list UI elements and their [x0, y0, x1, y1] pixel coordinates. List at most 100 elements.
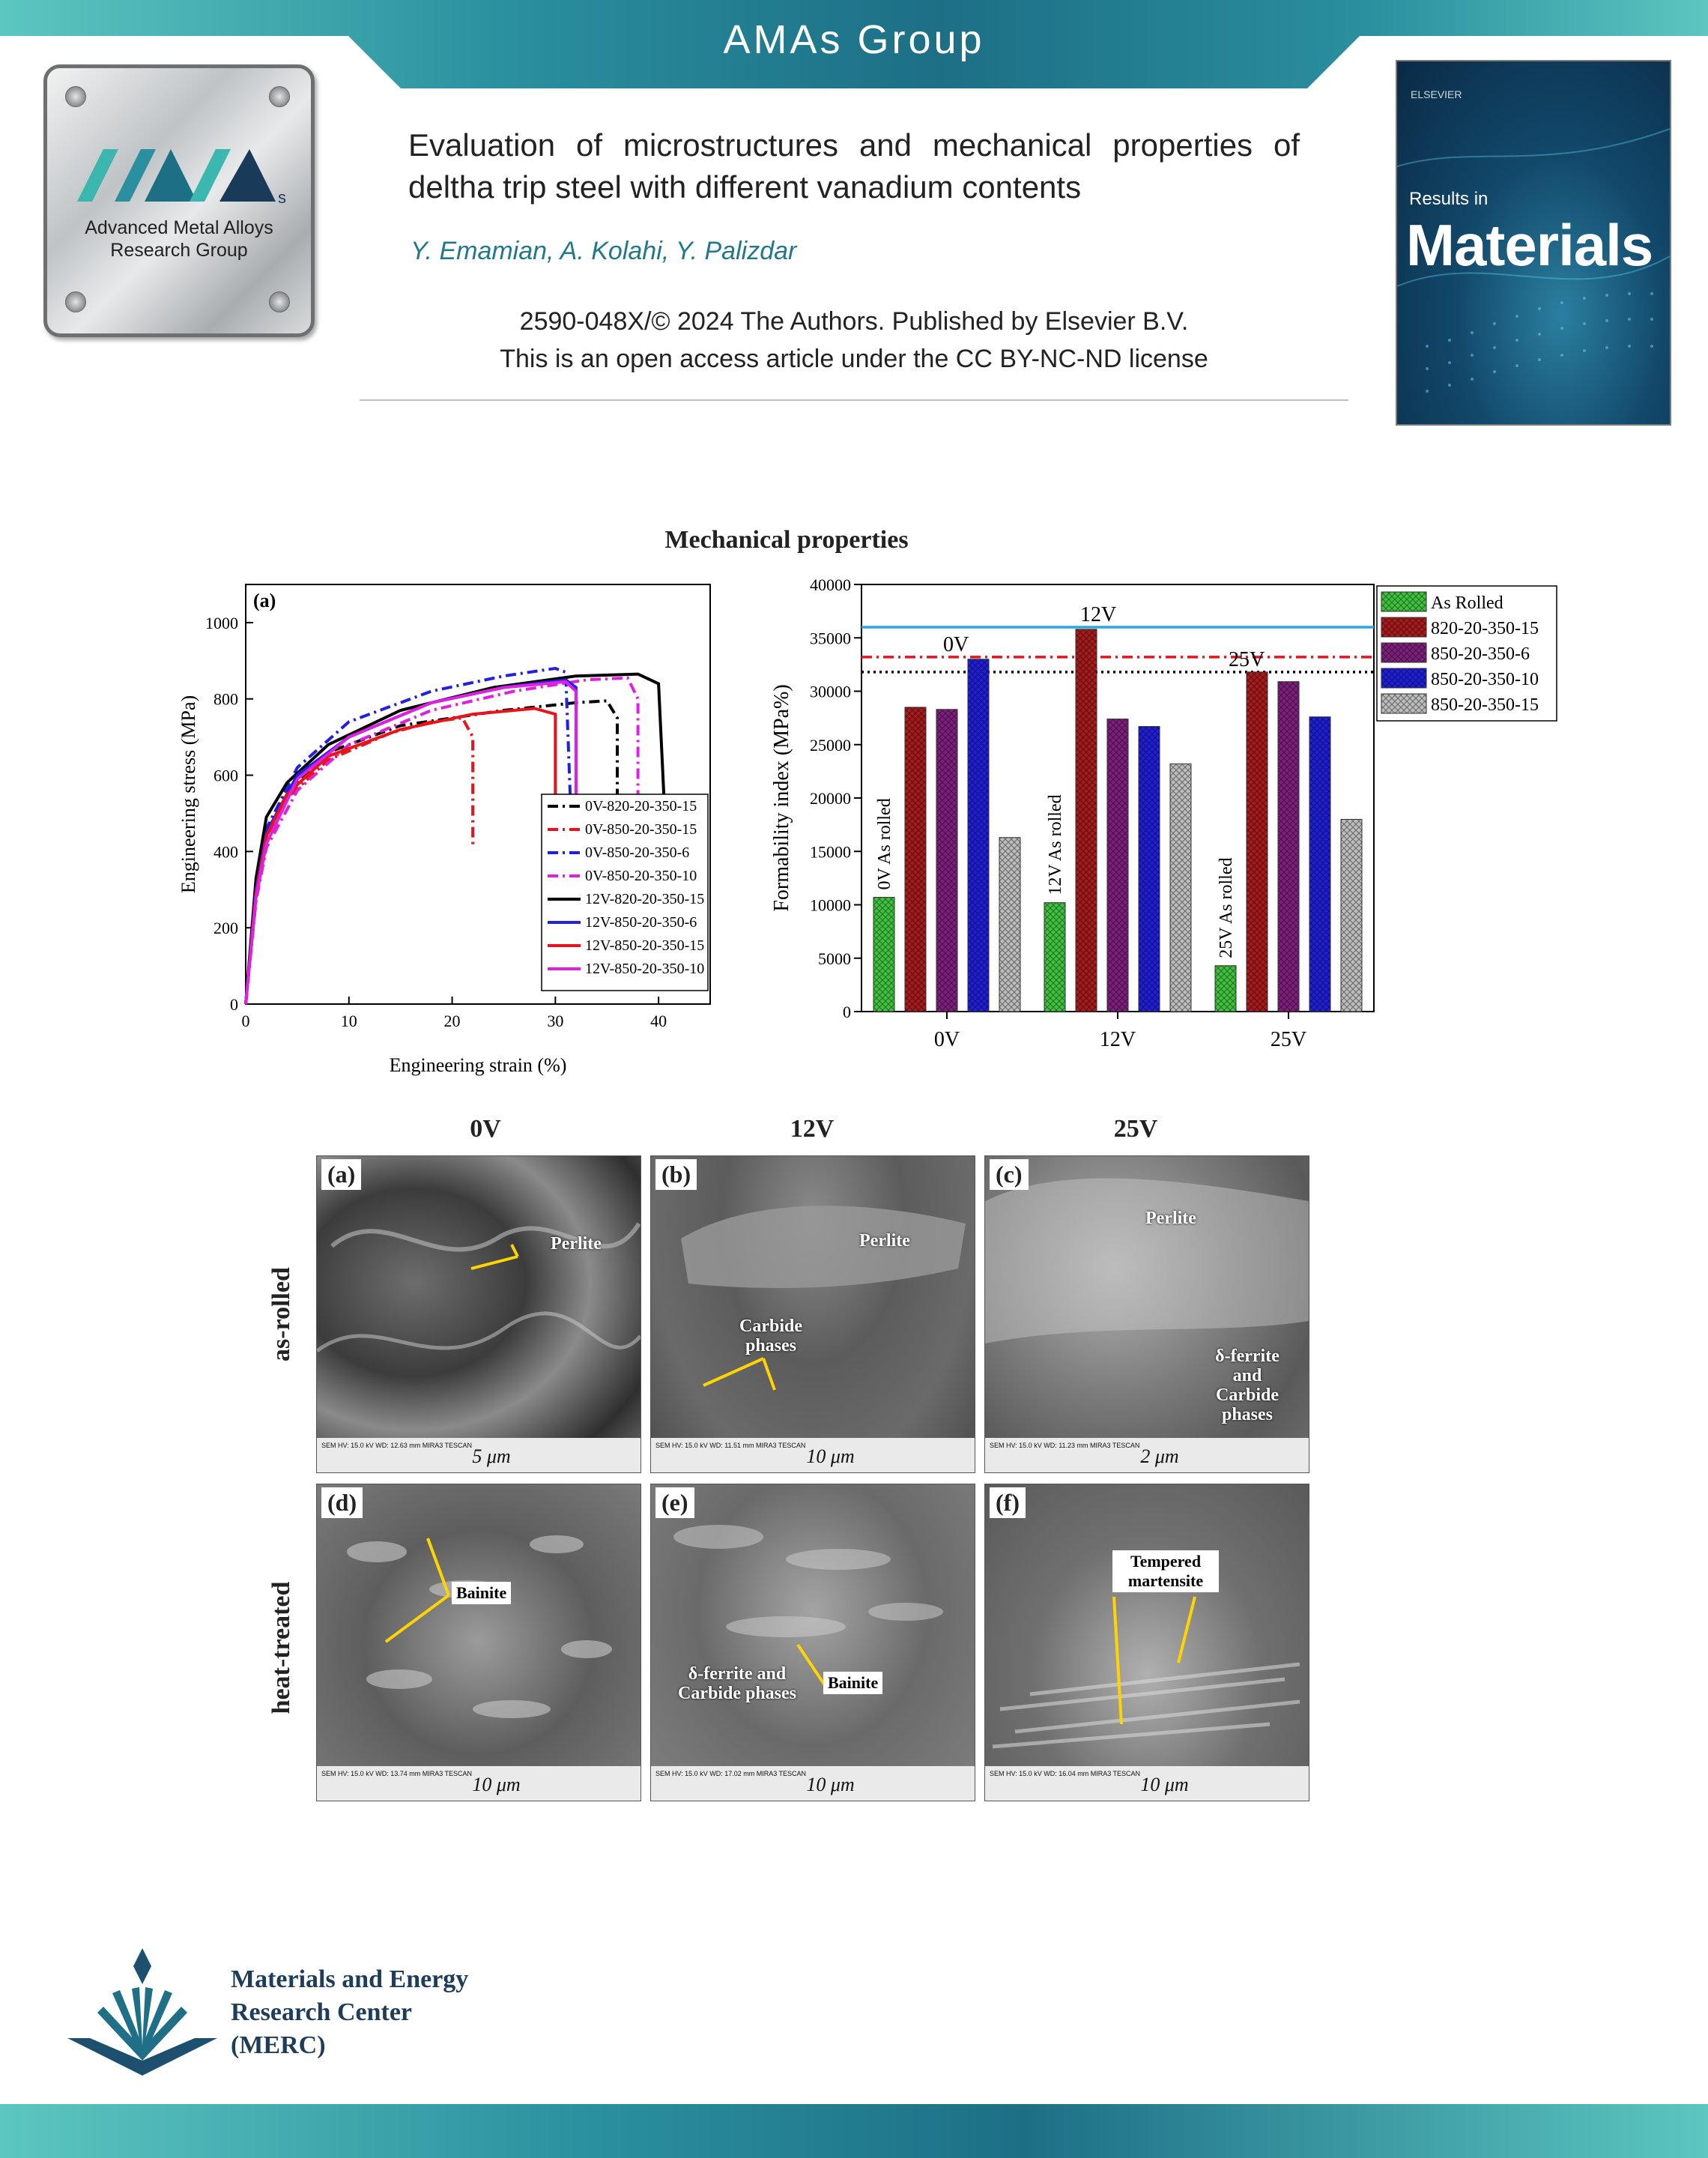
- sem-panel-c: (c) Perlite δ-ferrite and Carbide phases…: [984, 1155, 1309, 1473]
- panel-label: (d): [321, 1487, 363, 1518]
- legend-swatch: [1381, 668, 1427, 689]
- scale-bar-label: 10 μm: [806, 1774, 855, 1795]
- merc-line1: Materials and Energy: [231, 1965, 469, 1993]
- bar-annotation: 12V As rolled: [1046, 794, 1065, 895]
- y-tick-label: 25000: [810, 736, 851, 755]
- sem-info-bar: SEM HV: 15.0 kV WD: 11.51 mm MIRA3 TESCA…: [651, 1438, 975, 1472]
- scale-bar-label: 2 μm: [1140, 1445, 1179, 1467]
- bar-0V-3: [967, 659, 990, 1012]
- sem-info-bar: SEM HV: 15.0 kV WD: 12.63 mm MIRA3 TESCA…: [317, 1438, 640, 1472]
- formability-index-chart: 0 5000 10000 15000 20000 25000 30000 35000 40000…: [772, 575, 1557, 1051]
- annotation-arrow: [510, 1244, 519, 1257]
- column-head-0v: 0V: [470, 1115, 501, 1143]
- cover-wave-pattern: [1397, 128, 1670, 393]
- legend-swatch: [1381, 642, 1427, 663]
- legend-label: 850-20-350-10: [1431, 670, 1539, 689]
- bar-12V-2: [1106, 719, 1129, 1012]
- legend-swatch: [1381, 617, 1427, 638]
- legend-swatch: [1381, 693, 1427, 714]
- annotation-arrow: [384, 1594, 450, 1643]
- scale-bar-label: 10 μm: [806, 1445, 855, 1467]
- chart-legend: As Rolled 820-20-350-15 850-20-350-6 850-20…: [1376, 585, 1557, 722]
- series-line-7: [244, 680, 578, 1005]
- legend-label: 12V-820-20-350-15: [585, 891, 704, 907]
- ama-logo-mark: s: [77, 149, 286, 207]
- column-head-12v: 12V: [790, 1115, 835, 1143]
- sem-info-bar: SEM HV: 15.0 kV WD: 16.04 mm MIRA3 TESCA…: [985, 1766, 1309, 1801]
- panel-label: (c): [990, 1159, 1029, 1190]
- panel-label: (b): [655, 1159, 697, 1190]
- cover-results-in: Results in: [1409, 189, 1489, 209]
- y-tick-label: 200: [214, 919, 238, 937]
- y-tick-label: 600: [214, 767, 238, 785]
- y-ticks: 0 200 400 600 800 1000: [205, 614, 253, 1014]
- bar-annotation: 0V As rolled: [875, 798, 894, 889]
- article-authors: Y. Emamian, A. Kolahi, Y. Palizdar: [411, 237, 797, 265]
- bars: 0V As rolled 12V As rolled 25V As rolled: [873, 629, 1363, 1012]
- bar-25V-0: [1214, 965, 1237, 1012]
- row-head-heat-treated: heat-treated: [267, 1581, 295, 1714]
- annotation-tempered-martensite: Tempered martensite: [1112, 1550, 1219, 1592]
- ama-logo: s Advanced Metal Alloys Research Group: [43, 64, 315, 337]
- bar-0V-4: [999, 837, 1021, 1012]
- merc-line3: (MERC): [231, 2031, 326, 2059]
- legend-label: 12V-850-20-350-10: [585, 961, 704, 977]
- sem-info: SEM HV: 15.0 kV WD: 11.23 mm MIRA3 TESCA…: [990, 1442, 1140, 1449]
- x-tick-label: 40: [650, 1012, 667, 1030]
- copyright-line1: 2590-048X/© 2024 The Authors. Published …: [519, 307, 1189, 336]
- sem-panel-b: (b) Perlite Carbide phases SEM HV: 15.0 …: [650, 1155, 975, 1473]
- chart-legend: 0V-820-20-350-15 0V-850-20-350-15 0V-850-2…: [541, 794, 709, 991]
- screw-icon: [65, 291, 86, 312]
- annotation-perlite: Perlite: [859, 1231, 910, 1251]
- legend-box: [541, 794, 709, 991]
- sem-panel-a: (a) Perlite SEM HV: 15.0 kV WD: 12.63 mm…: [316, 1155, 641, 1473]
- x-tick-label: 12V: [1100, 1028, 1136, 1051]
- x-tick-label: 25V: [1271, 1028, 1306, 1051]
- logo-text-line1: Advanced Metal Alloys: [85, 217, 273, 238]
- bar-12V-4: [1169, 763, 1192, 1012]
- legend-label: As Rolled: [1431, 593, 1503, 613]
- legend-label: 820-20-350-15: [1431, 619, 1539, 638]
- sem-info: SEM HV: 15.0 kV WD: 13.74 mm MIRA3 TESCA…: [321, 1770, 473, 1777]
- x-tick-label: 30: [547, 1012, 563, 1030]
- annotation-perlite: Perlite: [1145, 1209, 1196, 1228]
- group-title: AMAs Group: [723, 17, 985, 62]
- scale-bar-label: 10 μm: [472, 1774, 521, 1795]
- x-ticks: 0V 12V 25V: [934, 1012, 1306, 1051]
- bar-12V-3: [1138, 726, 1160, 1012]
- bar-annotation: 25V As rolled: [1217, 857, 1236, 958]
- screw-icon: [269, 291, 290, 312]
- legend-swatch: [1381, 591, 1427, 612]
- column-head-25v: 25V: [1113, 1115, 1158, 1143]
- annotation-arrow: [470, 1255, 518, 1270]
- y-tick-label: 20000: [810, 789, 851, 808]
- x-ticks: 0 10 20 30 40: [242, 997, 667, 1030]
- reference-lines: 12V 0V 25V: [861, 603, 1374, 674]
- merc-line2: Research Center: [231, 1998, 413, 2026]
- sem-info: SEM HV: 15.0 kV WD: 12.63 mm MIRA3 TESCA…: [321, 1442, 473, 1449]
- x-tick-label: 10: [341, 1012, 357, 1030]
- legend-label: 0V-850-20-350-15: [585, 821, 697, 838]
- bar-12V-1: [1075, 629, 1097, 1012]
- logo-mark-sub: s: [278, 188, 286, 207]
- panel-label: (a): [253, 590, 276, 611]
- panel-label: (e): [655, 1487, 694, 1518]
- panel-label: (f): [990, 1487, 1026, 1518]
- legend-label: 12V-850-20-350-6: [585, 914, 697, 931]
- sem-info-bar: SEM HV: 15.0 kV WD: 17.02 mm MIRA3 TESCA…: [651, 1766, 975, 1801]
- merc-name: Materials and Energy Research Center (ME…: [231, 1963, 468, 2062]
- annotation-carbide-phases: Carbide phases: [739, 1317, 802, 1355]
- y-tick-label: 10000: [810, 896, 851, 915]
- stress-strain-chart: (a) 0 10 20 30 40 0 200 400 600 800 1000 Engineer…: [178, 584, 711, 1076]
- y-tick-label: 0: [230, 995, 238, 1014]
- annotation-arrow: [796, 1643, 826, 1687]
- bar-0V-0: [873, 897, 895, 1012]
- sem-panel-d: (d) Bainite SEM HV: 15.0 kV WD: 13.74 mm…: [316, 1484, 641, 1801]
- sem-panel-e: (e) δ-ferrite and Carbide phases Bainite…: [650, 1484, 975, 1801]
- journal-cover: ELSEVIER Results in Materials: [1396, 60, 1671, 426]
- y-tick-label: 30000: [810, 683, 851, 701]
- sem-info-bar: SEM HV: 15.0 kV WD: 13.74 mm MIRA3 TESCA…: [317, 1766, 640, 1801]
- reference-label: 25V: [1229, 648, 1265, 671]
- x-tick-label: 20: [444, 1012, 461, 1030]
- annotation-arrow: [703, 1357, 764, 1387]
